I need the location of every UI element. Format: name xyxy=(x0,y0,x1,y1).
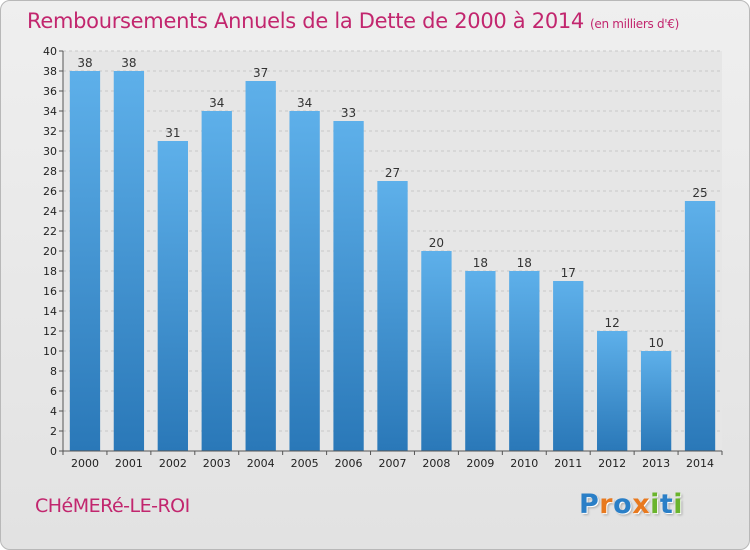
y-tick-label: 26 xyxy=(43,185,57,198)
chart-title-text: Remboursements Annuels de la Dette de 20… xyxy=(27,9,584,33)
bar-2005 xyxy=(289,111,320,451)
y-tick-label: 8 xyxy=(50,365,57,378)
y-tick-label: 20 xyxy=(43,245,57,258)
bar-2011 xyxy=(553,281,584,451)
bars-group: 38 38 31 34 37 34 33 27 20 18 18 17 12 10 25 xyxy=(69,56,716,451)
x-tick-label-2012: 2012 xyxy=(598,457,626,470)
y-tick-label: 16 xyxy=(43,285,57,298)
y-tick-label: 34 xyxy=(43,105,57,118)
y-tick-label: 38 xyxy=(43,65,57,78)
x-tick-label-2003: 2003 xyxy=(203,457,231,470)
logo-letter: i xyxy=(673,489,684,520)
y-tick-label: 36 xyxy=(43,85,57,98)
y-tick-label: 22 xyxy=(43,225,57,238)
bar-2014 xyxy=(684,201,716,451)
x-tick-label-2007: 2007 xyxy=(379,457,407,470)
data-label-2009: 18 xyxy=(473,256,488,270)
bar-2013 xyxy=(640,351,672,451)
logo-letter: x xyxy=(632,489,651,520)
data-label-2002: 31 xyxy=(165,126,180,140)
y-tick-label: 30 xyxy=(43,145,57,158)
x-axis: 2000 2001 2002 2003 2004 2005 2006 2007 2008 2009… xyxy=(62,450,723,470)
x-tick-label-2000: 2000 xyxy=(71,457,99,470)
data-label-2013: 10 xyxy=(648,336,663,350)
data-label-2000: 38 xyxy=(77,56,92,70)
data-label-2011: 17 xyxy=(561,266,576,280)
x-tick-label-2014: 2014 xyxy=(686,457,714,470)
y-tick-label: 6 xyxy=(50,385,57,398)
y-tick-label: 12 xyxy=(43,325,57,338)
data-label-2004: 37 xyxy=(253,66,268,80)
data-label-2006: 33 xyxy=(341,106,356,120)
data-label-2003: 34 xyxy=(209,96,224,110)
bar-2000 xyxy=(69,71,101,451)
bar-2001 xyxy=(113,71,145,451)
x-tick-label-2001: 2001 xyxy=(115,457,143,470)
commune-name: CHéMERé-LE-ROI xyxy=(35,495,190,517)
x-tick-label-2008: 2008 xyxy=(422,457,450,470)
data-label-2001: 38 xyxy=(121,56,136,70)
logo-letter: r xyxy=(599,489,614,520)
y-tick-label: 10 xyxy=(43,345,57,358)
x-tick-label-2004: 2004 xyxy=(247,457,275,470)
data-label-2010: 18 xyxy=(517,256,532,270)
bar-2009 xyxy=(465,271,496,451)
chart-subtitle: (en milliers d'€) xyxy=(590,17,680,31)
bar-2004 xyxy=(245,81,276,451)
bar-2006 xyxy=(333,121,364,451)
x-tick-label-2002: 2002 xyxy=(159,457,187,470)
chart-title: Remboursements Annuels de la Dette de 20… xyxy=(27,9,679,33)
data-label-2012: 12 xyxy=(605,316,620,330)
bar-2010 xyxy=(509,271,540,451)
logo-letter: o xyxy=(613,489,633,520)
x-tick-label-2009: 2009 xyxy=(466,457,494,470)
y-tick-label: 24 xyxy=(43,205,57,218)
bar-2008 xyxy=(421,251,452,451)
logo-letter: P xyxy=(579,489,600,520)
y-tick-label: 32 xyxy=(43,125,57,138)
y-tick-label: 14 xyxy=(43,305,57,318)
y-tick-label: 18 xyxy=(43,265,57,278)
x-tick-label-2011: 2011 xyxy=(554,457,582,470)
bar-2007 xyxy=(377,181,408,451)
y-tick-label: 40 xyxy=(43,45,57,58)
y-tick-label: 2 xyxy=(50,425,57,438)
proxiti-logo[interactable]: Proxiti xyxy=(579,489,683,520)
logo-letter: t xyxy=(659,489,674,520)
bar-2003 xyxy=(201,111,232,451)
y-tick-label: 4 xyxy=(50,405,57,418)
bar-2002 xyxy=(157,141,188,451)
data-label-2014: 25 xyxy=(692,186,707,200)
data-label-2007: 27 xyxy=(385,166,400,180)
x-tick-label-2013: 2013 xyxy=(642,457,670,470)
x-tick-label-2006: 2006 xyxy=(335,457,363,470)
data-label-2005: 34 xyxy=(297,96,312,110)
y-tick-label: 28 xyxy=(43,165,57,178)
bar-2012 xyxy=(597,331,628,451)
y-tick-label: 0 xyxy=(50,445,57,458)
x-tick-label-2010: 2010 xyxy=(510,457,538,470)
x-tick-label-2005: 2005 xyxy=(291,457,319,470)
logo-letter: i xyxy=(650,489,660,520)
data-label-2008: 20 xyxy=(429,236,444,250)
